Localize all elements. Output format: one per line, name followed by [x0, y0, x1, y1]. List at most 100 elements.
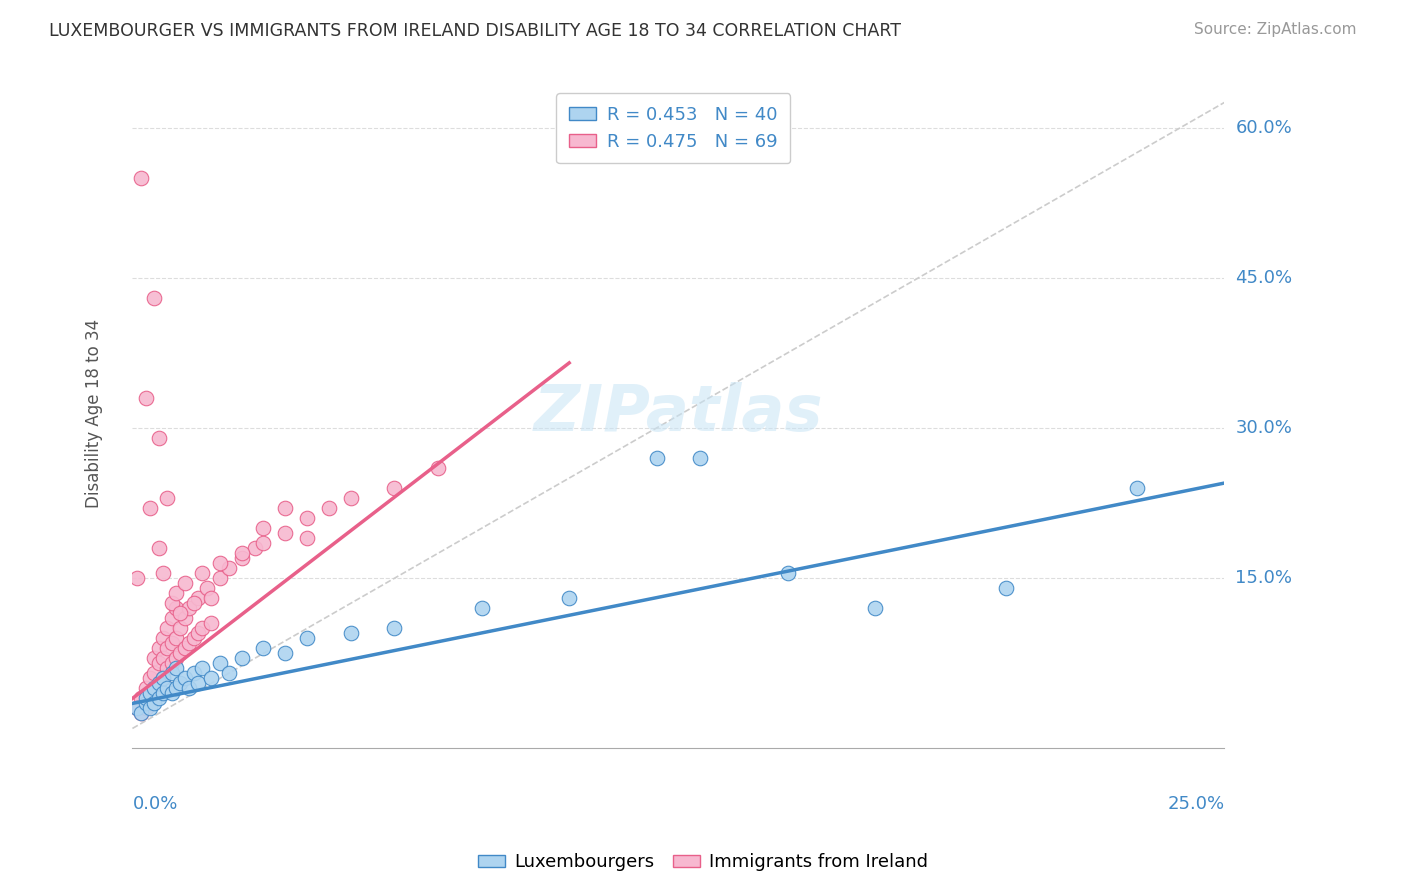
Point: [208, 657, 231, 671]
Point: [200, 591, 222, 606]
Point: [179, 601, 201, 615]
Point: [1126, 481, 1149, 495]
Text: Disability Age 18 to 34: Disability Age 18 to 34: [86, 318, 103, 508]
Point: [169, 607, 191, 621]
Point: [218, 666, 240, 681]
Point: [165, 586, 187, 600]
Point: [143, 666, 166, 681]
Point: [558, 591, 581, 606]
Point: [191, 566, 214, 581]
Text: Source: ZipAtlas.com: Source: ZipAtlas.com: [1194, 22, 1357, 37]
Point: [148, 676, 170, 690]
Point: [340, 491, 363, 505]
Point: [195, 581, 218, 595]
Text: 60.0%: 60.0%: [1236, 119, 1292, 136]
Point: [200, 672, 222, 686]
Point: [252, 536, 274, 550]
Point: [165, 661, 187, 675]
Point: [129, 706, 152, 721]
Point: [125, 701, 148, 715]
Point: [160, 596, 183, 610]
Legend: Luxembourgers, Immigrants from Ireland: Luxembourgers, Immigrants from Ireland: [471, 847, 935, 879]
Text: 0.0%: 0.0%: [132, 796, 177, 814]
Point: [274, 526, 297, 541]
Point: [143, 697, 166, 711]
Point: [183, 596, 205, 610]
Point: [427, 461, 450, 475]
Point: [139, 686, 162, 700]
Point: [135, 697, 157, 711]
Point: [160, 686, 183, 700]
Point: [160, 636, 183, 650]
Point: [187, 626, 209, 640]
Point: [152, 651, 174, 665]
Point: [135, 701, 157, 715]
Point: [208, 571, 231, 585]
Point: [645, 450, 668, 465]
Point: [471, 601, 494, 615]
Point: [156, 661, 179, 675]
Point: [183, 632, 205, 646]
Point: [179, 681, 201, 696]
Point: [340, 626, 363, 640]
Point: [148, 541, 170, 556]
Point: [173, 611, 195, 625]
Point: [179, 636, 201, 650]
Point: [129, 170, 152, 185]
Point: [152, 672, 174, 686]
Text: ZIPatlas: ZIPatlas: [534, 382, 823, 444]
Point: [231, 546, 253, 560]
Point: [776, 566, 799, 581]
Point: [156, 491, 179, 505]
Point: [169, 646, 191, 660]
Point: [148, 691, 170, 706]
Point: [125, 571, 148, 585]
Point: [173, 672, 195, 686]
Point: [139, 701, 162, 715]
Point: [139, 697, 162, 711]
Point: [994, 581, 1017, 595]
Point: [384, 621, 406, 635]
Text: 15.0%: 15.0%: [1236, 569, 1292, 587]
Point: [160, 666, 183, 681]
Point: [187, 591, 209, 606]
Point: [169, 621, 191, 635]
Point: [156, 681, 179, 696]
Point: [152, 566, 174, 581]
Point: [863, 601, 886, 615]
Point: [148, 681, 170, 696]
Point: [252, 521, 274, 535]
Point: [152, 672, 174, 686]
Point: [187, 676, 209, 690]
Point: [200, 616, 222, 631]
Point: [165, 601, 187, 615]
Point: [231, 551, 253, 566]
Point: [191, 661, 214, 675]
Point: [139, 672, 162, 686]
Point: [231, 651, 253, 665]
Point: [148, 431, 170, 445]
Point: [165, 681, 187, 696]
Point: [129, 691, 152, 706]
Point: [384, 481, 406, 495]
Point: [208, 556, 231, 570]
Text: 25.0%: 25.0%: [1167, 796, 1225, 814]
Point: [143, 291, 166, 305]
Point: [143, 651, 166, 665]
Legend: R = 0.453   N = 40, R = 0.475   N = 69: R = 0.453 N = 40, R = 0.475 N = 69: [557, 93, 790, 163]
Point: [295, 511, 318, 525]
Point: [152, 632, 174, 646]
Point: [295, 531, 318, 545]
Point: [148, 657, 170, 671]
Point: [148, 641, 170, 656]
Point: [139, 501, 162, 516]
Point: [152, 686, 174, 700]
Point: [160, 657, 183, 671]
Point: [169, 676, 191, 690]
Point: [295, 632, 318, 646]
Point: [165, 651, 187, 665]
Point: [135, 391, 157, 405]
Point: [125, 701, 148, 715]
Point: [143, 691, 166, 706]
Point: [218, 561, 240, 575]
